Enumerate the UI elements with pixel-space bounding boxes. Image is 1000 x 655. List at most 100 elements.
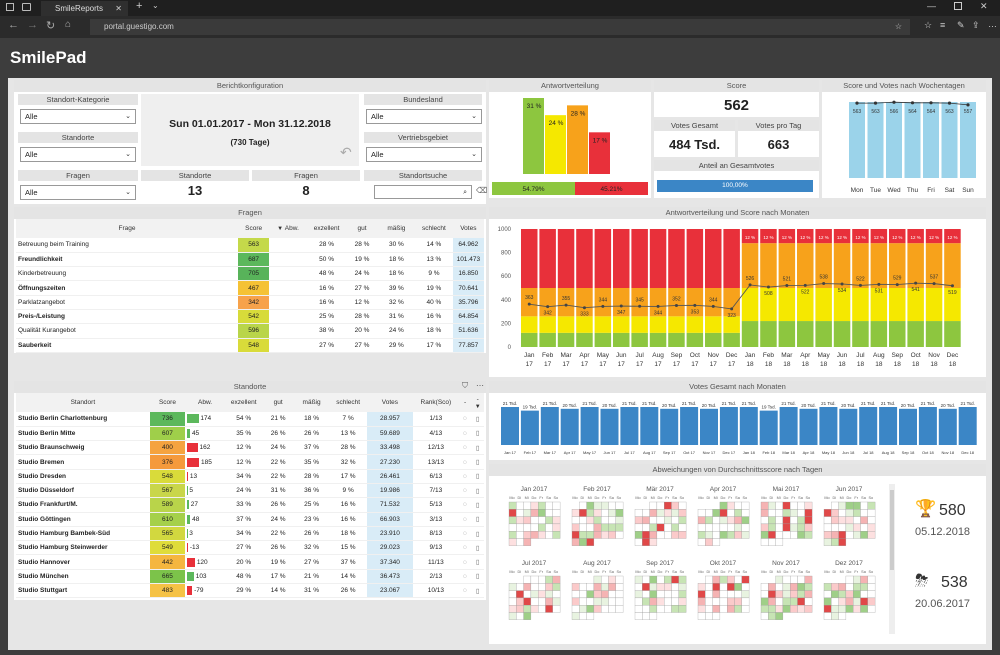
maximize-icon[interactable] (954, 2, 962, 10)
undo-icon[interactable]: ↶ (340, 144, 352, 160)
col-score[interactable]: Score (149, 393, 186, 412)
map-icon[interactable]: ▯ (471, 497, 484, 513)
col-schlecht[interactable]: schlecht (415, 219, 453, 238)
map-icon[interactable]: ▯ (471, 440, 484, 456)
comment-icon[interactable]: ◌ (458, 454, 472, 470)
home-icon[interactable]: ⌂ (65, 19, 72, 30)
calendar-day-cell (727, 509, 735, 517)
share-icon[interactable]: ⇪ (972, 20, 980, 30)
fragen-row[interactable]: Sauberkeit 548 27 % 27 % 29 % 17 % 77.85… (16, 338, 484, 353)
kategorie-select[interactable]: Alle ⌄ (20, 109, 136, 124)
col-action2[interactable]: - ▼ (471, 393, 484, 412)
browser-tab[interactable]: SmileReports ✕ (41, 1, 128, 16)
fragen-row[interactable]: Parklatzangebot 342 16 % 12 % 32 % 40 % … (16, 295, 484, 310)
vertrieb-select[interactable]: Alle ⌄ (366, 147, 482, 162)
fragen-row[interactable]: Preis-/Leistung 542 25 % 28 % 31 % 16 % … (16, 309, 484, 325)
map-icon[interactable]: ▯ (471, 583, 484, 599)
comment-icon[interactable]: ◌ (458, 554, 472, 570)
more-options-icon[interactable]: ⋯ (476, 381, 484, 390)
calendar-day-cell (634, 583, 643, 591)
standortsuche-input[interactable]: ⌕ (374, 185, 472, 199)
standort-row[interactable]: Studio Hamburg Steinwerder 549 -13 27 % … (16, 540, 484, 556)
col-standort[interactable]: Standort (16, 393, 150, 412)
col-votes[interactable]: Votes (452, 219, 484, 238)
scrollbar[interactable] (889, 484, 895, 634)
fragen-row[interactable]: Qualität Kurangebot 596 38 % 20 % 24 % 1… (16, 323, 484, 339)
minimize-icon[interactable]: — (927, 1, 936, 11)
comment-icon[interactable]: ◌ (458, 583, 472, 599)
col-schlecht[interactable]: schlecht (329, 393, 367, 412)
map-icon[interactable]: ▯ (471, 469, 484, 484)
col-maessig[interactable]: mäßig (293, 393, 330, 412)
fragen-select[interactable]: Alle ⌄ (20, 185, 136, 200)
refresh-icon[interactable]: ↻ (46, 20, 56, 32)
col-exzellent[interactable]: exzellent (224, 393, 263, 412)
reading-icon[interactable]: ≡ (940, 20, 946, 30)
new-tab-icon[interactable]: + (136, 0, 143, 12)
tab-close-icon[interactable]: ✕ (115, 4, 122, 13)
col-rank[interactable]: Rank(Sco) (412, 393, 459, 412)
map-icon[interactable]: ▯ (471, 426, 484, 442)
col-abw[interactable]: ▼ Abw. (269, 219, 307, 238)
comment-icon[interactable]: ◌ (458, 526, 472, 542)
fragen-row[interactable]: Öffnungszeiten 467 16 % 27 % 39 % 19 % 7… (16, 280, 484, 296)
standort-row[interactable]: Studio Hamburg Bambek-Süd 565 3 34 % 22 … (16, 526, 484, 542)
col-frage[interactable]: Frage (16, 219, 238, 238)
col-action1[interactable]: - (458, 393, 472, 412)
bundesland-select[interactable]: Alle ⌄ (366, 109, 482, 124)
scrollbar-thumb[interactable] (890, 490, 894, 570)
standorte-select[interactable]: Alle ⌄ (20, 147, 136, 162)
standort-row[interactable]: Studio Frankfurt/M. 589 27 33 % 26 % 25 … (16, 497, 484, 513)
comment-icon[interactable]: ◌ (458, 469, 472, 484)
fragen-row[interactable]: Betreuung beim Training 563 28 % 28 % 30… (16, 238, 484, 253)
comment-icon[interactable]: ◌ (458, 569, 472, 585)
standort-row[interactable]: Studio Stuttgart 483 -79 29 % 14 % 31 % … (16, 583, 484, 599)
col-votes[interactable]: Votes (366, 393, 413, 412)
map-icon[interactable]: ▯ (471, 540, 484, 556)
close-window-icon[interactable]: ✕ (980, 1, 988, 11)
standort-row[interactable]: Studio Berlin Charlottenburg 736 174 54 … (16, 412, 484, 427)
col-abw[interactable]: Abw. (185, 393, 225, 412)
forward-icon[interactable]: → (27, 19, 38, 31)
map-icon[interactable]: ▯ (471, 526, 484, 542)
map-icon[interactable]: ▯ (471, 412, 484, 427)
standort-row[interactable]: Studio Braunschweig 400 162 12 % 24 % 37… (16, 440, 484, 456)
tab-list-icon[interactable]: ⌄ (152, 1, 159, 10)
comment-icon[interactable]: ◌ (458, 426, 472, 442)
tab-switcher-icon[interactable] (6, 3, 14, 11)
map-icon[interactable]: ▯ (471, 483, 484, 499)
comment-icon[interactable]: ◌ (458, 412, 472, 427)
standort-row[interactable]: Studio Bremen 376 185 12 % 22 % 35 % 32 … (16, 454, 484, 470)
col-score[interactable]: Score (238, 219, 270, 238)
col-exzellent[interactable]: exzellent (306, 219, 347, 238)
comment-icon[interactable]: ◌ (458, 540, 472, 556)
filter-icon[interactable]: ⛉ (462, 381, 468, 390)
map-icon[interactable]: ▯ (471, 454, 484, 470)
url-input[interactable]: portal.guestigo.com ☆ (90, 19, 910, 35)
standort-row[interactable]: Studio Göttingen 610 48 37 % 24 % 23 % 1… (16, 512, 484, 527)
eraser-icon[interactable]: ⌫ (476, 186, 488, 195)
standort-row[interactable]: Studio Hannover 442 120 20 % 19 % 27 % 3… (16, 554, 484, 570)
favorites-icon[interactable]: ☆ (924, 20, 933, 30)
standort-row[interactable]: Studio Düsseldorf 567 5 24 % 31 % 36 % 9… (16, 483, 484, 499)
more-icon[interactable]: … (988, 19, 997, 29)
map-icon[interactable]: ▯ (471, 554, 484, 570)
standort-row[interactable]: Studio München 665 103 48 % 17 % 21 % 14… (16, 569, 484, 585)
col-gut[interactable]: gut (346, 219, 378, 238)
col-gut[interactable]: gut (262, 393, 294, 412)
standort-row[interactable]: Studio Dresden 548 13 34 % 22 % 28 % 17 … (16, 469, 484, 484)
favorite-star-icon[interactable]: ☆ (894, 22, 902, 31)
comment-icon[interactable]: ◌ (458, 512, 472, 527)
comment-icon[interactable]: ◌ (458, 440, 472, 456)
back-icon[interactable]: ← (8, 19, 19, 31)
fragen-row[interactable]: Freundlichkeit 687 50 % 19 % 18 % 13 % 1… (16, 252, 484, 268)
comment-icon[interactable]: ◌ (458, 483, 472, 499)
comment-icon[interactable]: ◌ (458, 497, 472, 513)
map-icon[interactable]: ▯ (471, 512, 484, 527)
fragen-row[interactable]: Kinderbetreuung 705 48 % 24 % 18 % 9 % 1… (16, 266, 484, 282)
standort-row[interactable]: Studio Berlin Mitte 607 45 35 % 26 % 26 … (16, 426, 484, 442)
map-icon[interactable]: ▯ (471, 569, 484, 585)
notes-icon[interactable]: ✎ (957, 20, 965, 30)
col-maessig[interactable]: mäßig (377, 219, 416, 238)
tab-back-icon[interactable] (22, 3, 31, 11)
